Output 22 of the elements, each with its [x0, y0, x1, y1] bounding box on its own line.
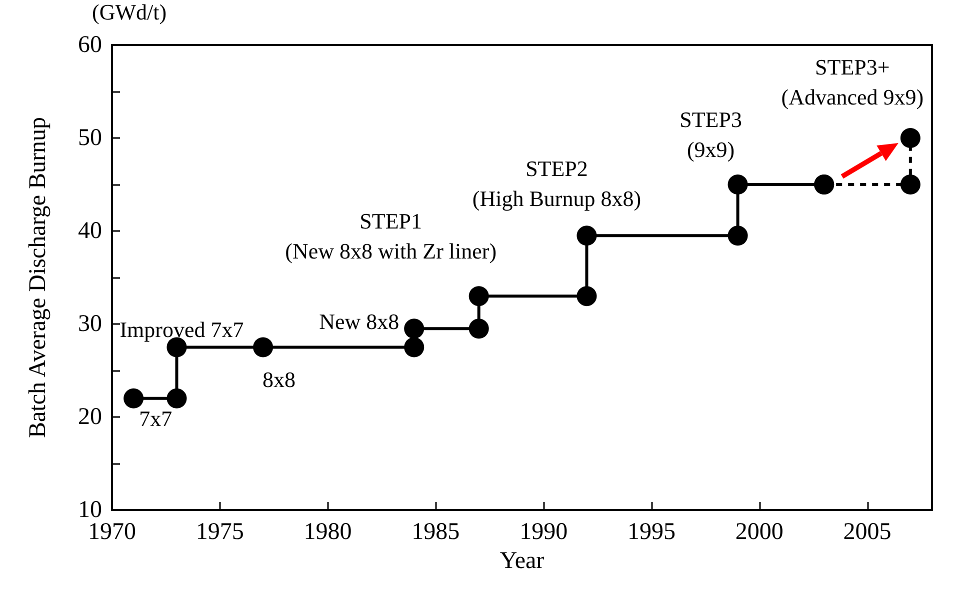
y-tick-label: 50: [78, 125, 102, 151]
y-tick-label: 30: [78, 311, 102, 337]
annotation: 7x7: [139, 406, 172, 431]
annotation: Improved 7x7: [120, 316, 244, 342]
annotation: STEP2 (High Burnup 8x8): [472, 156, 642, 212]
annotation: STEP3 (9x9): [680, 107, 742, 162]
x-axis-title: Year: [500, 548, 544, 574]
y-axis-title: Batch Average Discharge Burnup: [25, 116, 51, 438]
x-tick-label: 1990: [520, 519, 568, 545]
y-tick-label: 60: [78, 32, 102, 58]
text: (GWd/t): [92, 0, 167, 24]
x-tick-label: 1980: [304, 519, 352, 545]
x-tick-label: 1985: [412, 519, 460, 545]
annotation: 8x8: [262, 366, 296, 392]
x-tick-label: 2000: [735, 519, 784, 545]
x-tick-label: 2005: [843, 519, 892, 545]
annotation: STEP3+ (Advanced 9x9): [781, 54, 924, 110]
y-tick-label: 20: [78, 404, 102, 430]
y-tick-label: 40: [78, 218, 102, 244]
annotation: New 8x8: [319, 309, 400, 334]
x-tick-label: 1995: [627, 519, 676, 545]
x-tick-label: 1975: [196, 519, 244, 545]
